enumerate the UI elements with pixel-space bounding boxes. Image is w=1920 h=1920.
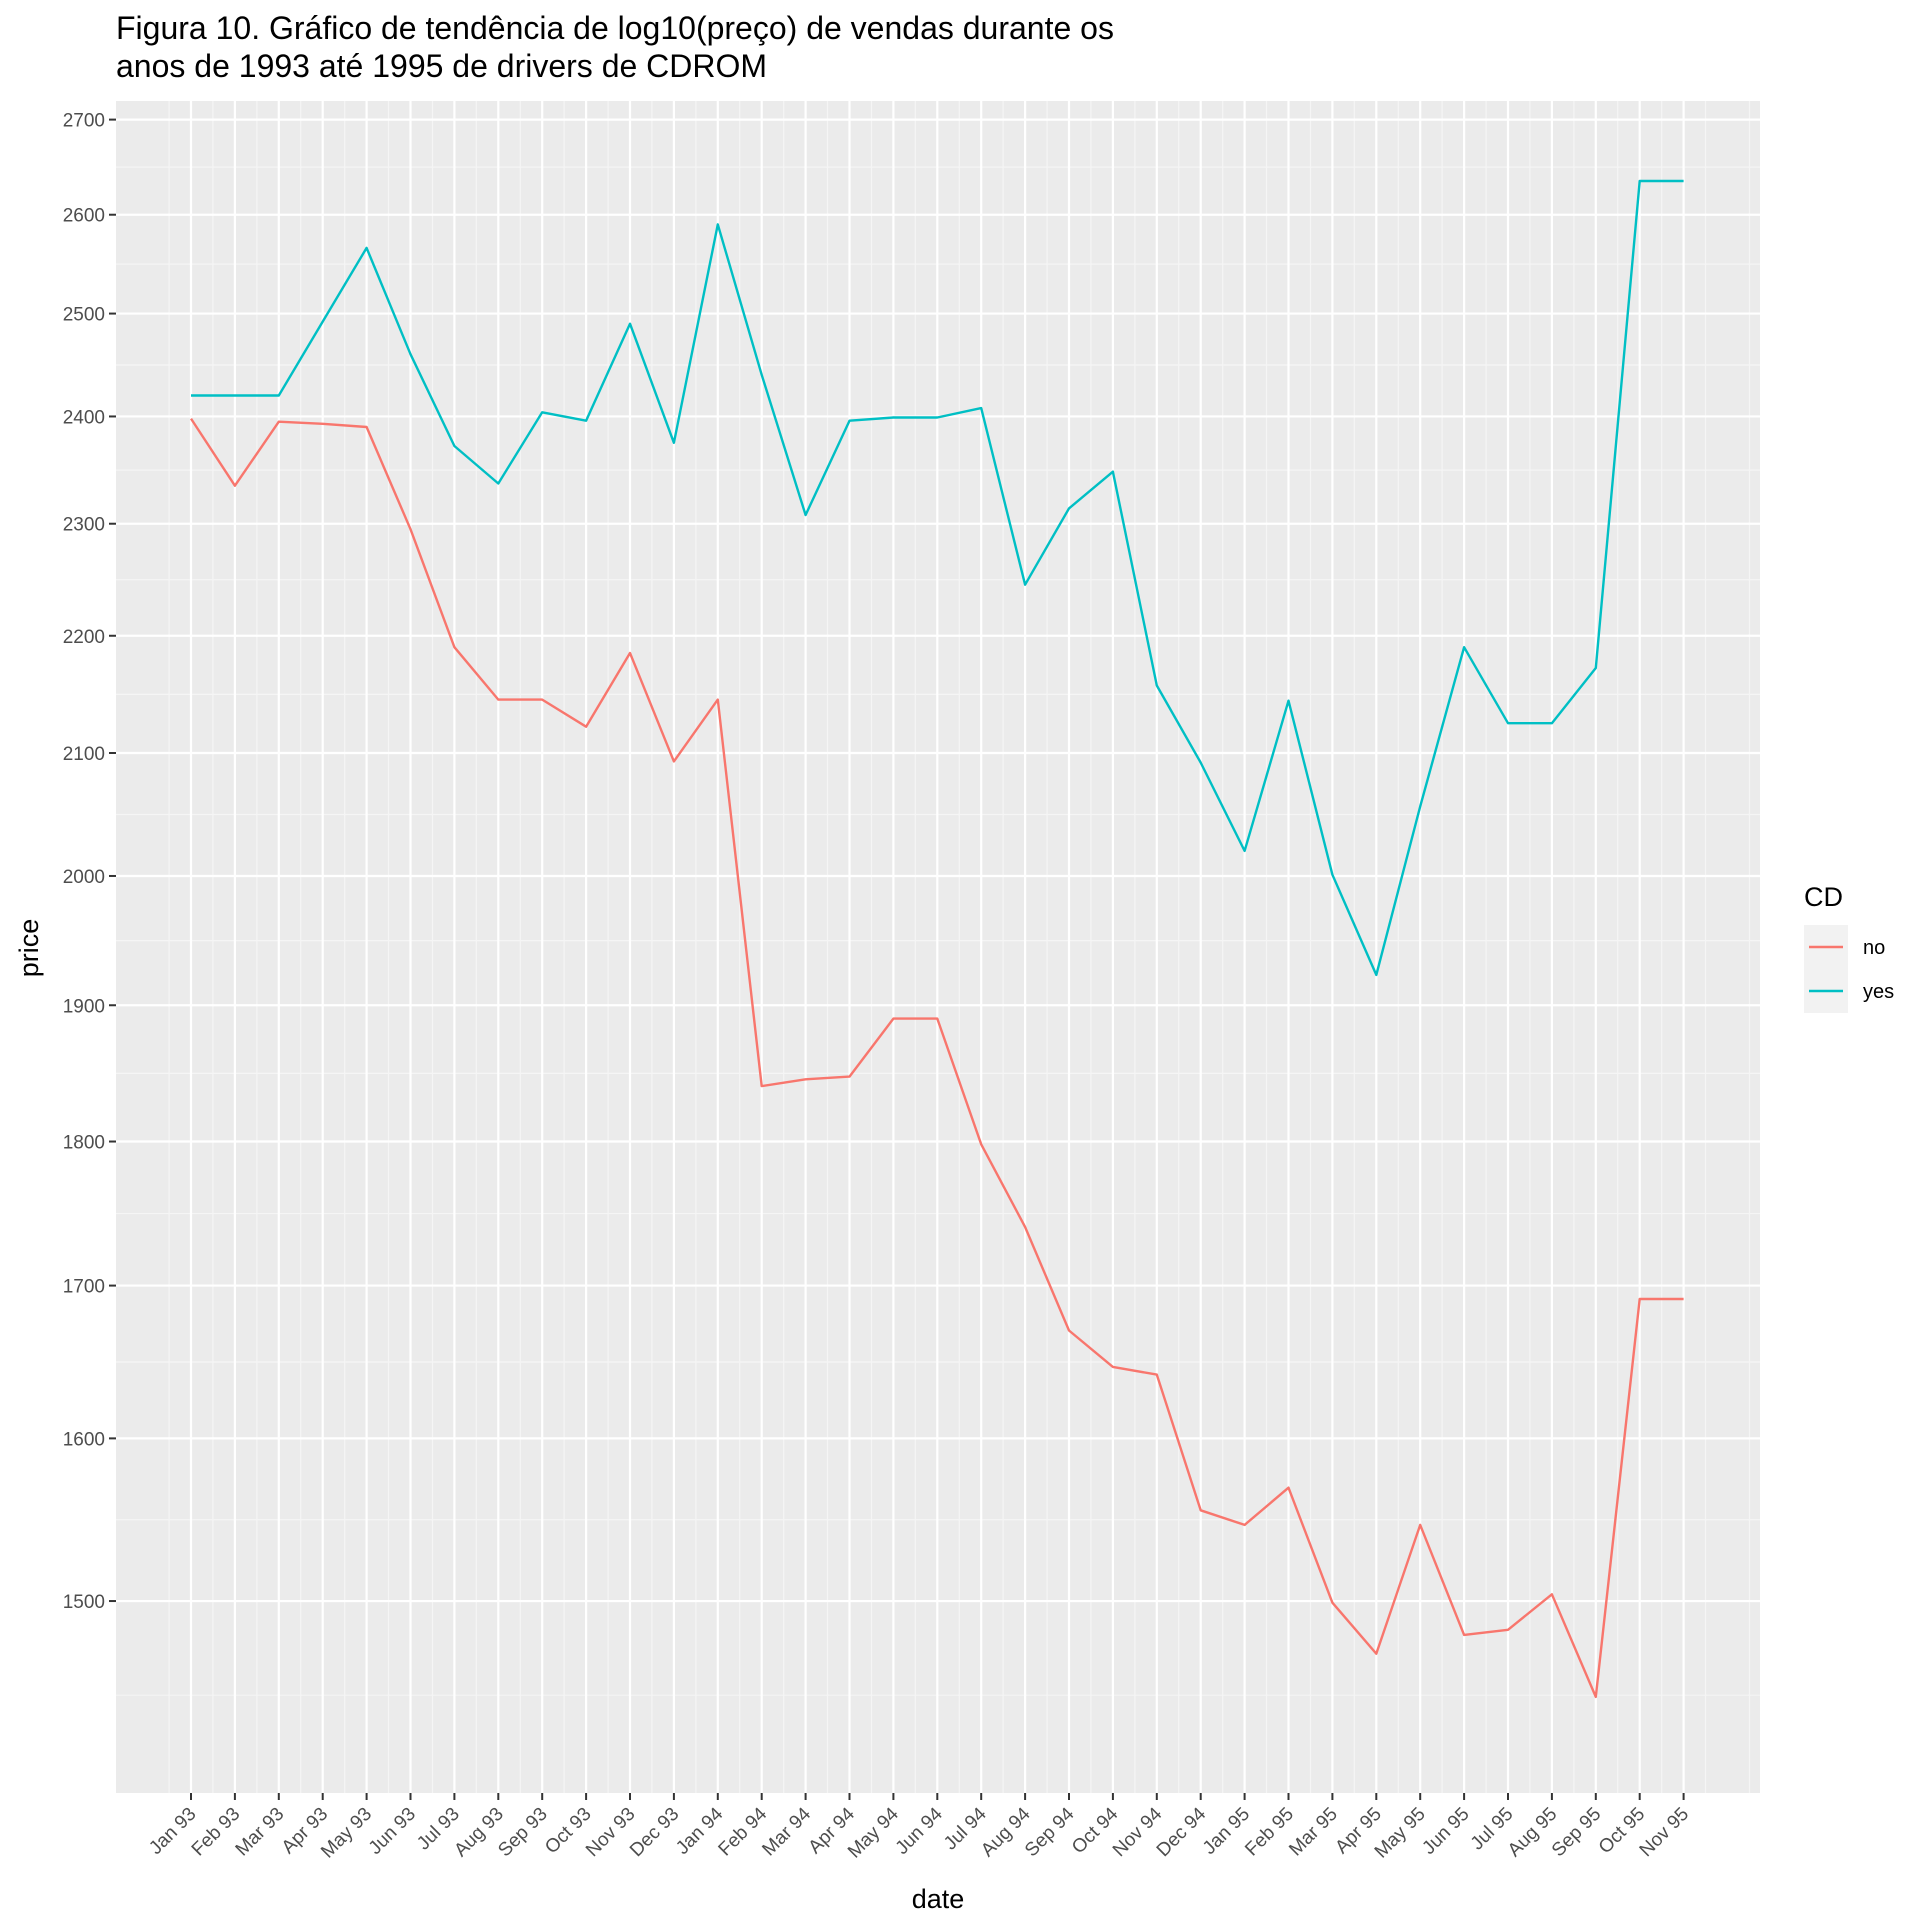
y-tick-label: 1600 — [63, 1429, 105, 1450]
x-tick-label: Jun 95 — [1418, 1804, 1473, 1859]
x-tick-label: Feb 93 — [188, 1804, 245, 1861]
legend: CD no yes — [1804, 882, 1894, 1013]
y-tick-label: 1700 — [63, 1277, 105, 1298]
y-tick-label: 2500 — [63, 305, 105, 326]
x-tick-label: Mar 93 — [232, 1804, 289, 1861]
x-tick-label: Feb 95 — [1241, 1804, 1298, 1861]
x-tick-label: Sep 93 — [494, 1804, 551, 1861]
y-tick-label: 2100 — [63, 744, 105, 765]
y-tick-label: 2600 — [63, 206, 105, 227]
x-tick-label: May 94 — [844, 1803, 903, 1862]
chart-title-line-1: Figura 10. Gráfico de tendência de log10… — [116, 10, 1114, 46]
y-tick-label: 2700 — [63, 111, 105, 132]
y-tick-label: 2200 — [63, 627, 105, 648]
x-tick-label: Jun 93 — [365, 1804, 420, 1859]
major-gridlines — [116, 101, 1760, 1793]
y-tick-label: 2000 — [63, 867, 105, 888]
y-tick-label: 1500 — [63, 1592, 105, 1613]
series-line-no — [189, 417, 1684, 1699]
x-tick-label: Mar 94 — [758, 1803, 815, 1860]
x-tick-label: Nov 95 — [1636, 1804, 1693, 1861]
x-tick-label: Sep 94 — [1021, 1803, 1079, 1861]
series-line-yes — [191, 179, 1684, 977]
y-tick-label: 1800 — [63, 1133, 105, 1154]
y-axis-title: price — [14, 919, 44, 978]
x-tick-label: Jun 94 — [892, 1803, 947, 1858]
legend-label-no: no — [1863, 937, 1885, 959]
y-tick-label: 2300 — [63, 515, 105, 536]
x-tick-label: Sep 95 — [1548, 1804, 1605, 1861]
chart-title-line-2: anos de 1993 até 1995 de drivers de CDRO… — [116, 48, 768, 84]
x-tick-label: Dec 93 — [626, 1804, 683, 1861]
series-lines — [189, 179, 1684, 1699]
y-axis: 1500 1600 1700 1800 1900 2000 2100 2200 2300 2400… — [63, 111, 116, 1613]
x-tick-label: Mar 95 — [1285, 1804, 1342, 1861]
legend-label-yes: yes — [1863, 981, 1894, 1003]
x-tick-label: Dec 94 — [1153, 1803, 1211, 1861]
legend-title: CD — [1804, 882, 1843, 912]
y-tick-label: 1900 — [63, 996, 105, 1017]
x-tick-label: Feb 94 — [715, 1803, 772, 1860]
y-tick-label: 2400 — [63, 407, 105, 428]
x-axis-title: date — [912, 1884, 965, 1914]
